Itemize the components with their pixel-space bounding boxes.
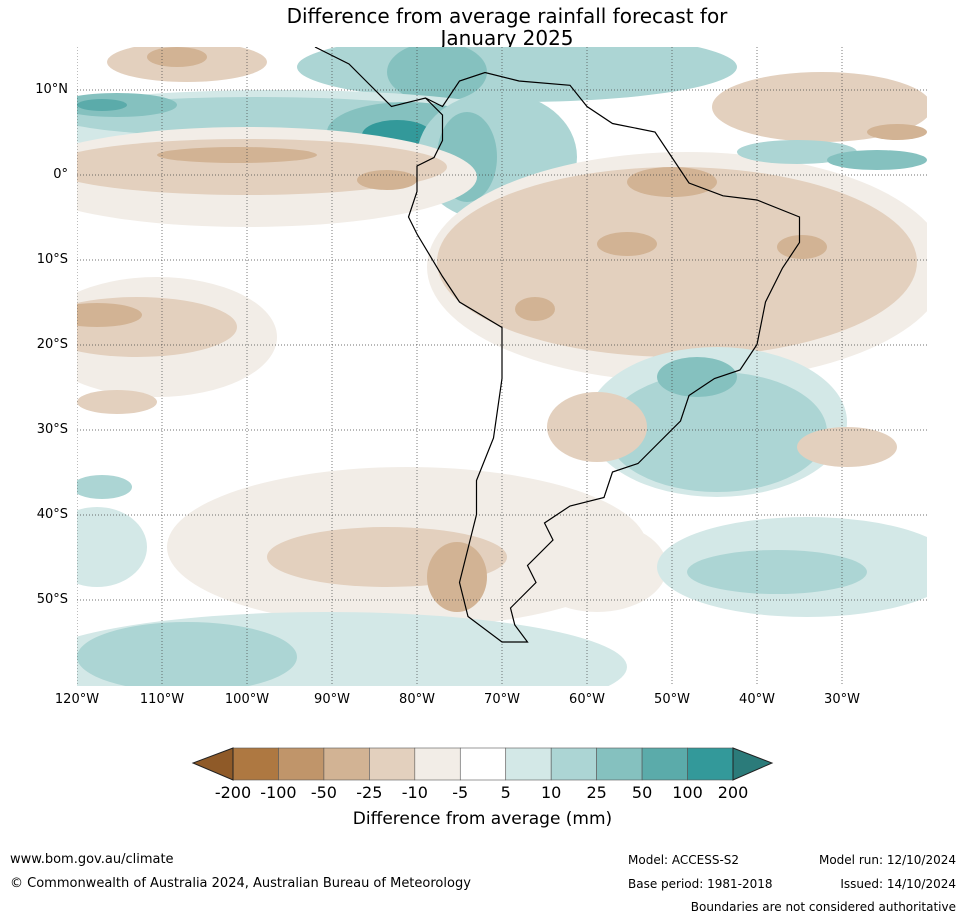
colorbar-label: 100 [672,783,703,802]
lat-tick-label: 10°S [36,252,68,267]
colorbar-label: -25 [356,783,383,802]
colorbar-swatch [459,747,507,781]
lon-tick-label: 80°W [399,692,435,707]
colorbar-swatch [505,747,552,781]
lon-tick-label: 70°W [484,692,520,707]
lon-tick-label: 30°W [824,692,860,707]
lat-tick-label: 10°N [35,82,68,97]
colorbar-label: 25 [586,783,607,802]
lat-tick-label: 0° [53,167,68,182]
colorbar-extend-high [732,747,774,781]
colorbar-swatch [232,747,279,781]
chart-title: Difference from average rainfall forecas… [0,5,965,49]
anomaly-fill-layer [77,47,927,686]
graticule [77,47,927,686]
colorbar-label: -5 [452,783,469,802]
title-line-2: January 2025 [440,26,574,50]
lon-tick-label: 60°W [569,692,605,707]
lon-tick-label: 110°W [139,692,185,707]
lat-tick-label: 20°S [36,337,68,352]
lat-tick-label: 40°S [36,507,68,522]
title-line-1: Difference from average rainfall forecas… [286,4,728,28]
lat-tick-label: 50°S [36,592,68,607]
footer-issued: Issued: 14/10/2024 [840,877,956,891]
lon-tick-label: 50°W [654,692,690,707]
colorbar-label: 5 [500,783,511,802]
colorbar-label: 200 [717,783,749,802]
colorbar-swatch [369,747,416,781]
colorbar-swatch [641,747,688,781]
colorbar-extend-low [191,747,234,781]
colorbar-label: 10 [540,783,562,802]
colorbar-swatch [596,747,643,781]
lon-tick-label: 120°W [54,692,100,707]
rainfall-anomaly-map [77,47,927,686]
south-america-coastline [314,47,801,643]
colorbar-swatch [414,747,461,781]
footer-url[interactable]: www.bom.gov.au/climate [10,852,174,867]
colorbar-title: Difference from average (mm) [352,809,613,829]
colorbar-swatch [687,747,734,781]
colorbar-swatch [323,747,370,781]
colorbar-label: -10 [401,783,428,802]
footer-disclaimer: Boundaries are not considered authoritat… [690,900,956,914]
colorbar-label: -50 [310,783,337,802]
colorbar [191,747,774,781]
footer-model: Model: ACCESS-S2 [628,853,740,867]
footer-copyright: © Commonwealth of Australia 2024, Austra… [10,876,471,891]
colorbar-swatch [550,747,597,781]
lat-tick-label: 30°S [36,422,68,437]
colorbar-label: -100 [260,783,297,802]
colorbar-swatch [278,747,325,781]
footer-model-run: Model run: 12/10/2024 [818,853,956,867]
footer-base-period: Base period: 1981-2018 [628,877,773,891]
lon-tick-label: 90°W [314,692,350,707]
colorbar-label: -200 [214,783,252,802]
lon-tick-label: 100°W [224,692,270,707]
colorbar-label: 50 [631,783,653,802]
lon-tick-label: 40°W [739,692,775,707]
